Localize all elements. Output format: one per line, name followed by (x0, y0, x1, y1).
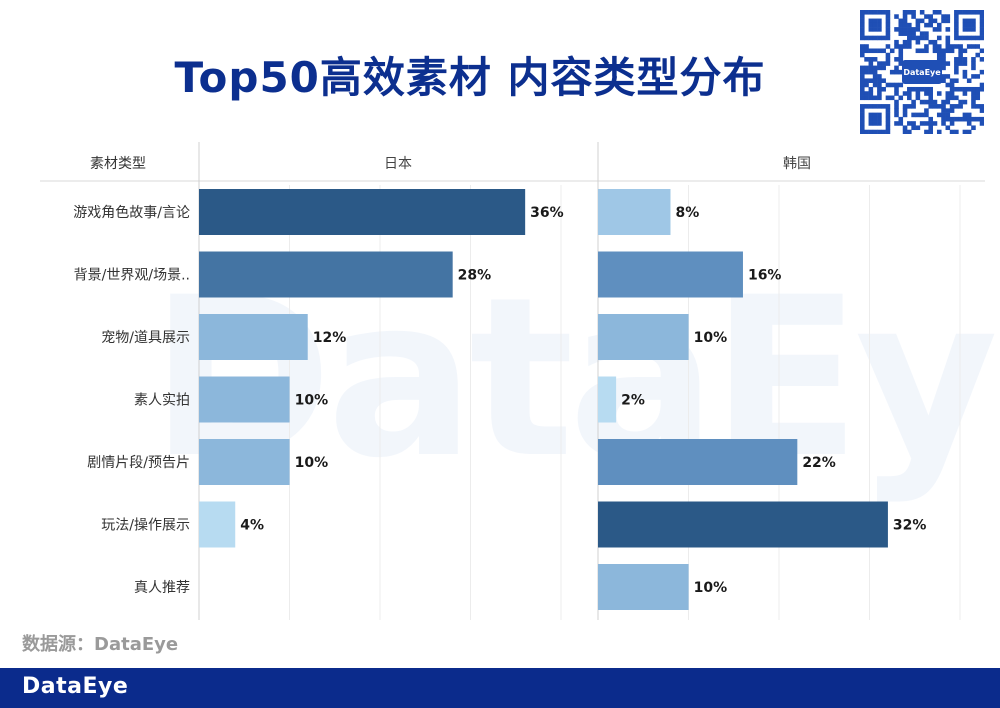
footer-bar: DataEye (0, 668, 1000, 708)
data-label: 10% (694, 580, 728, 596)
bar (199, 189, 526, 235)
data-label: 4% (240, 518, 264, 534)
category-label: 游戏角色故事/言论 (73, 204, 190, 221)
footer-logo: DataEye (22, 674, 129, 699)
category-header: 素材类型 (90, 156, 146, 172)
data-label: 32% (893, 518, 927, 534)
bar (598, 189, 671, 235)
bar (598, 376, 617, 423)
data-label: 12% (313, 330, 347, 346)
bar (598, 564, 689, 610)
page-title: Top50高效素材 内容类型分布 (174, 53, 766, 102)
data-label: 2% (621, 393, 645, 409)
category-label: 宠物/道具展示 (101, 330, 190, 346)
category-label: 剧情片段/预告片 (87, 455, 190, 471)
series-header: 韩国 (783, 156, 811, 172)
data-label: 10% (295, 393, 329, 409)
series-header: 日本 (384, 156, 412, 172)
qr-logo-badge: DataEye (902, 60, 942, 84)
data-label: 10% (295, 455, 329, 471)
bar (199, 251, 453, 298)
data-label: 22% (802, 455, 836, 471)
bar (598, 439, 798, 485)
category-label: 背景/世界观/场景.. (74, 268, 190, 284)
bar (598, 314, 689, 360)
data-label: 16% (748, 268, 782, 284)
bar (598, 251, 743, 298)
bar (199, 376, 290, 423)
data-label: 10% (694, 330, 728, 346)
bar (199, 501, 236, 548)
qr-code-icon (860, 10, 985, 135)
category-label: 真人推荐 (134, 580, 190, 596)
category-label: 素人实拍 (134, 393, 190, 409)
bar (199, 314, 308, 360)
bar (598, 501, 888, 548)
category-label: 玩法/操作展示 (101, 518, 190, 534)
data-label: 28% (458, 268, 492, 284)
data-label: 36% (530, 205, 564, 221)
data-source: 数据源：DataEye (22, 634, 179, 655)
bar (199, 439, 290, 485)
data-label: 8% (675, 205, 699, 221)
